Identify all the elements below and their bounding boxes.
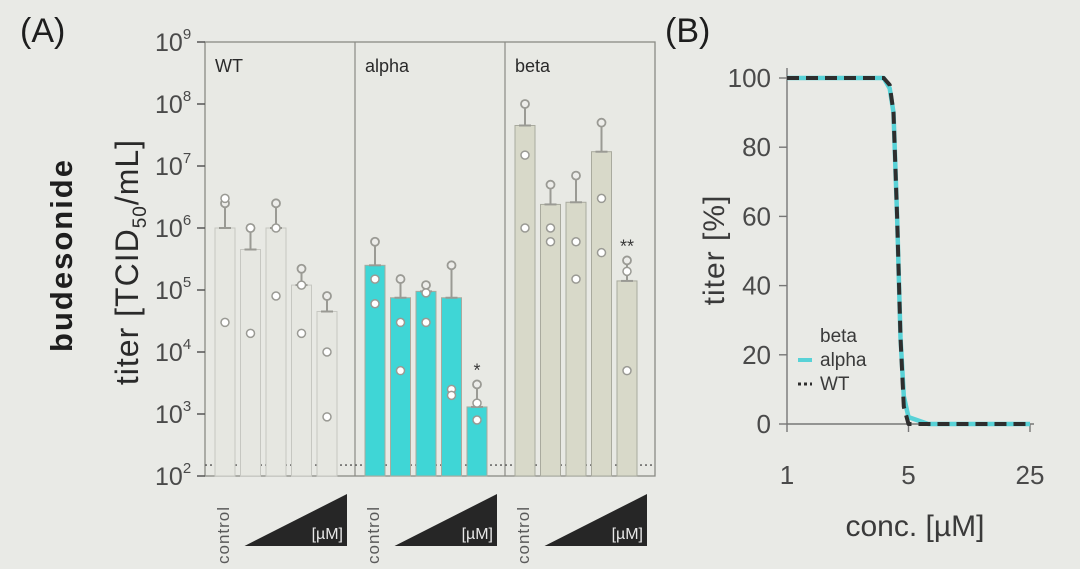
- panel-a-bar-chart: 102 103 104 105 106 107 108 109 WT control [µM] alp…: [155, 26, 656, 564]
- panel-a-data-point: [622, 266, 632, 277]
- panel-a-data-point: [421, 288, 431, 298]
- panel-a-x-label-control: control: [214, 506, 233, 564]
- panel-a-data-point: [296, 280, 307, 290]
- panel-a-data-point: [245, 223, 256, 233]
- panel-b-x-tick-label: 5: [901, 460, 915, 490]
- panel-b-y-tick-label: 0: [757, 409, 771, 439]
- panel-b-legend-label: beta: [820, 326, 857, 347]
- panel-a-data-point: [220, 317, 230, 328]
- panel-a-data-point: [472, 398, 482, 408]
- panel-a-x-label-dose: [µM]: [462, 526, 493, 543]
- panel-a-bar: [240, 249, 261, 477]
- panel-a-data-point: [421, 317, 431, 328]
- panel-a-data-point: [596, 193, 607, 204]
- panel-a-dose-wedge: [394, 494, 497, 546]
- panel-b-series-alpha: [787, 75, 1030, 427]
- panel-a-data-point: [571, 237, 581, 247]
- panel-a-data-point: [545, 223, 556, 233]
- panel-a-data-point: [370, 274, 380, 284]
- panel-a-y-tick-label: 102: [155, 460, 191, 491]
- panel-a-bar: [514, 125, 536, 477]
- panel-a-bar: [291, 284, 312, 477]
- panel-a-bar: [616, 280, 638, 477]
- panel-a-dose-wedge: [544, 494, 647, 546]
- panel-a-error-point: [370, 236, 380, 247]
- panel-a-label: (A): [20, 12, 65, 50]
- panel-a-error-point: [596, 117, 607, 128]
- panel-a-data-point: [622, 365, 632, 376]
- panel-a-data-point: [520, 223, 530, 233]
- panel-a-data-point: [596, 247, 607, 258]
- panel-a-data-point: [370, 299, 380, 309]
- panel-a-x-label-dose: [µM]: [612, 526, 643, 543]
- panel-a-error-point: [421, 280, 431, 290]
- panel-b-series-wt: [787, 76, 1030, 426]
- panel-a-bar: [364, 264, 386, 477]
- panel-a-data-point: [571, 274, 581, 284]
- panel-a-data-point: [296, 328, 307, 339]
- panel-a-bar: [214, 227, 236, 477]
- panel-a-data-point: [322, 347, 332, 357]
- panel-a-data-point: [395, 317, 406, 328]
- panel-b-label: (B): [665, 12, 710, 50]
- panel-a-error-point: [545, 179, 556, 190]
- panel-a-y-tick-label: 103: [155, 398, 191, 429]
- panel-a-data-point: [245, 328, 256, 339]
- panel-a-data-point: [322, 412, 332, 422]
- panel-a-error-point: [296, 263, 307, 274]
- panel-b-x-tick-label: 25: [1016, 460, 1045, 490]
- panel-a-bar: [316, 311, 338, 477]
- panel-b-y-tick-label: 20: [742, 340, 771, 370]
- panel-a-data-point: [446, 390, 457, 401]
- panel-b-y-tick-label: 60: [742, 201, 771, 231]
- panel-a-data-point: [520, 150, 530, 160]
- panel-b-x-tick-label: 1: [780, 460, 794, 490]
- panel-b-y-tick-label: 100: [728, 63, 771, 93]
- panel-b-legend-label: alpha: [820, 350, 867, 371]
- panel-a-error-point: [446, 260, 457, 271]
- panel-a-data-point: [271, 223, 281, 233]
- panel-b-y-axis-label: titer [%]: [698, 195, 731, 306]
- panel-a-y-tick-label: 109: [155, 26, 191, 57]
- panel-b-legend-label: WT: [820, 374, 850, 395]
- panel-a-y-tick-label: 106: [155, 212, 191, 243]
- panel-a-y-tick-label: 105: [155, 274, 191, 305]
- panel-a-x-label-dose: [µM]: [312, 526, 343, 543]
- panel-a-error-point: [571, 170, 581, 181]
- panel-a-y-tick-label: 104: [155, 336, 191, 367]
- panel-a-significance: *: [473, 360, 480, 380]
- panel-a-error-point: [520, 99, 530, 109]
- panel-a-dose-wedge: [244, 494, 347, 546]
- panel-a-y-axis-label: titer [TCID50/mL]: [109, 139, 151, 385]
- panel-a-group-label: WT: [215, 56, 243, 76]
- panel-b-x-axis-label: conc. [µM]: [846, 510, 985, 543]
- panel-a-data-point: [472, 415, 482, 425]
- panel-a-data-point: [545, 237, 556, 247]
- panel-a-data-point: [271, 291, 281, 301]
- panel-b-y-tick-label: 80: [742, 132, 771, 162]
- panel-a-significance: **: [620, 236, 634, 256]
- panel-a-group-label: beta: [515, 56, 551, 76]
- panel-a-error-point: [322, 291, 332, 301]
- panel-a-error-point: [395, 274, 406, 284]
- panel-a-error-point: [622, 255, 632, 266]
- panel-a-error-point: [472, 379, 482, 390]
- panel-a-x-label-control: control: [514, 506, 533, 564]
- panel-a-bar: [265, 227, 287, 477]
- row-label-budesonide: budesonide: [44, 158, 79, 352]
- panel-b-line-chart: 0 20 40 60 80 100 1 5 25 titer [%] conc. [µM] beta a…: [698, 63, 1044, 543]
- panel-a-data-point: [395, 365, 406, 376]
- panel-a-group-label: alpha: [365, 56, 410, 76]
- panel-a-error-point: [271, 198, 281, 209]
- panel-b-y-tick-label: 40: [742, 271, 771, 301]
- panel-a-x-label-control: control: [364, 506, 383, 564]
- panel-a-y-tick-label: 108: [155, 88, 191, 119]
- panel-a-y-tick-label: 107: [155, 150, 191, 181]
- panel-a-data-point: [220, 193, 230, 204]
